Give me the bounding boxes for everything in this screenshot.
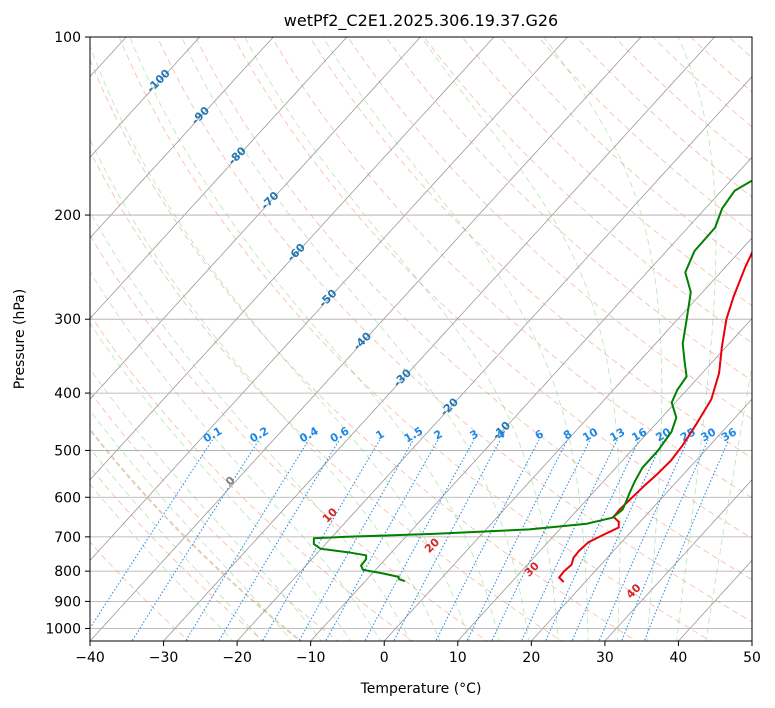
pressure-gridlines bbox=[90, 37, 752, 629]
dry-adiabat-line bbox=[90, 391, 339, 641]
x-tick-label: −20 bbox=[222, 650, 252, 666]
isotherm-line bbox=[90, 37, 421, 400]
dry-adiabat-line bbox=[309, 37, 752, 459]
y-tick-label: 600 bbox=[54, 490, 81, 506]
mixing-ratio-line bbox=[131, 439, 260, 641]
isotherm-line bbox=[90, 37, 495, 481]
y-tick-label: 800 bbox=[54, 564, 81, 580]
x-tick-label: 0 bbox=[380, 650, 389, 666]
dry-adiabat-line bbox=[233, 37, 752, 539]
x-tick-label: −10 bbox=[296, 650, 326, 666]
mixing-ratio-line bbox=[466, 439, 568, 641]
x-tick-label: 50 bbox=[743, 650, 761, 666]
mixing-ratio-lines bbox=[90, 439, 730, 641]
x-tick-label: 30 bbox=[596, 650, 614, 666]
x-tick-label: 20 bbox=[522, 650, 540, 666]
y-tick-label: 900 bbox=[54, 594, 81, 610]
mixing-ratio-line bbox=[545, 439, 640, 641]
dry-adiabat-line bbox=[385, 37, 752, 382]
y-axis-label: Pressure (hPa) bbox=[12, 289, 28, 389]
moist-adiabat-line bbox=[90, 210, 411, 641]
y-tick-label: 200 bbox=[54, 208, 81, 224]
temperature-profile-line bbox=[558, 250, 752, 583]
axes: −40 −30 −20 −10 0 10 20 30 40 50 100 200 300 400 500 60… bbox=[45, 30, 761, 666]
mixing-ratio-line bbox=[435, 439, 540, 641]
y-tick-label: 700 bbox=[54, 530, 81, 546]
mixing-ratio-line bbox=[90, 439, 213, 630]
dewpoint-profile-line bbox=[312, 179, 752, 583]
y-tick-label: 1000 bbox=[45, 621, 81, 637]
y-tick-label: 500 bbox=[54, 443, 81, 459]
x-tick-label: −30 bbox=[149, 650, 179, 666]
dry-adiabat-line bbox=[271, 37, 752, 499]
y-tick-label: 300 bbox=[54, 312, 81, 328]
dry-adiabat-line bbox=[347, 37, 752, 420]
x-tick-label: 40 bbox=[670, 650, 688, 666]
x-tick-label: −40 bbox=[75, 650, 105, 666]
mixing-ratio-line bbox=[520, 439, 618, 641]
mixing-ratio-line bbox=[621, 439, 709, 641]
mixing-ratio-line bbox=[261, 439, 381, 641]
chart-title: wetPf2_C2E1.2025.306.19.37.G26 bbox=[284, 11, 558, 31]
dry-adiabat-line bbox=[194, 37, 752, 581]
plot-frame bbox=[89, 36, 753, 642]
x-axis-label: Temperature (°C) bbox=[360, 681, 482, 697]
profile-series bbox=[312, 179, 752, 583]
mixing-ratio-line bbox=[218, 439, 340, 641]
isotherm-line bbox=[90, 37, 348, 320]
mixing-ratio-line bbox=[643, 439, 730, 641]
mixing-ratio-line bbox=[185, 439, 310, 641]
mixing-ratio-line bbox=[325, 439, 439, 641]
y-tick-label: 100 bbox=[54, 30, 81, 46]
plot-area: -100-90-80-70-60-50-40-30-20-100.1 0.2 0.4… bbox=[90, 37, 752, 641]
dry-adiabat-line bbox=[90, 58, 637, 641]
y-tick-label: 400 bbox=[54, 386, 81, 402]
x-tick-label: 10 bbox=[449, 650, 467, 666]
isotherm-line bbox=[90, 37, 569, 561]
mixing-ratio-line bbox=[298, 439, 414, 641]
dry-adiabat-line bbox=[90, 313, 414, 641]
moist-adiabat-line bbox=[90, 138, 441, 641]
